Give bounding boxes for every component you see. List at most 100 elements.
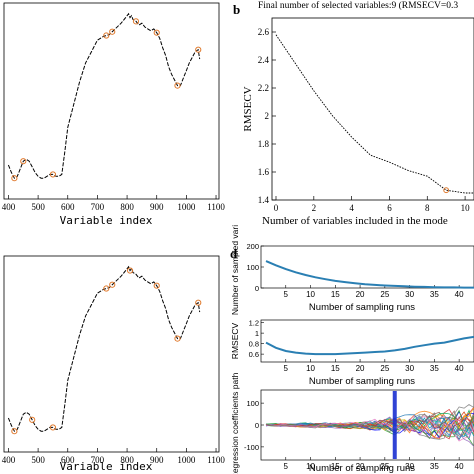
- panel-d3-x-tick-label: 25: [380, 462, 389, 471]
- panel-d1-x-tick-label: 35: [430, 290, 439, 299]
- panel-d2-ticks: 5 10 15 20 25 30 35 40 0.60.8 11.2: [249, 319, 465, 373]
- panel-c-x-tick-label: 400: [2, 455, 16, 465]
- panel-d3-y-tick-label: -100: [244, 443, 259, 452]
- panel-d1-sampled-variables-line: [265, 260, 474, 289]
- panel-c-selected-point: [153, 282, 160, 289]
- panel-d2-x-tick-label: 5: [284, 364, 289, 373]
- panel-d3-y-tick-label: 100: [246, 399, 259, 408]
- panel-d3-y-tick-label: 0: [255, 421, 259, 430]
- panel-c-x-tick-label: 700: [91, 455, 105, 465]
- panel-a-selected-point: [49, 171, 57, 178]
- panel-c-x-ticks: 400 500 600 700 800 900 1000 1100: [2, 448, 225, 465]
- panel-b-y-ticks: 1.4 1.6 1.8 2 2.2 2.4 2.6: [258, 27, 276, 205]
- panel-d1-x-tick-label: 25: [380, 290, 389, 299]
- panel-d1-x-axis-label: Number of sampling runs: [309, 302, 415, 313]
- panel-c-x-tick-label: 800: [120, 455, 134, 465]
- panel-b-x-tick-label: 0: [274, 203, 279, 213]
- panel-b-letter: b: [233, 2, 240, 17]
- panel-a-selected-point: [174, 82, 181, 89]
- panel-b-frame: [271, 17, 474, 201]
- panel-a-x-tick-label: 700: [91, 202, 105, 212]
- panel-d2-x-tick-label: 35: [430, 364, 439, 373]
- panel-a-x-tick-label: 400: [2, 202, 16, 212]
- panel-d2-y-axis-label: RMSECV: [230, 322, 240, 359]
- panel-d3-x-tick-label: 40: [455, 462, 464, 471]
- panel-d1-y-axis-label: Number of sampled vari: [230, 225, 240, 315]
- panel-d3-x-tick-label: 35: [430, 462, 439, 471]
- panel-a-selected-point: [109, 28, 116, 35]
- panel-d3-coefficient-line: [265, 415, 474, 447]
- panel-d2-x-axis-label: Number of sampling runs: [309, 376, 415, 387]
- panel-d2-y-tick-label: 1: [255, 329, 259, 338]
- panel-c-x-tick-label: 600: [61, 455, 75, 465]
- panel-c-spectrum-line: [7, 265, 201, 432]
- panel-a-x-ticks: 400 500 600 700 800 900 1000 1100: [2, 195, 225, 212]
- panel-a-x-tick-label: 1100: [207, 202, 225, 212]
- panel-d2-y-tick-label: 1.2: [249, 319, 259, 328]
- panel-a-selected-point: [132, 18, 140, 25]
- panel-d1-x-tick-label: 30: [405, 290, 414, 299]
- panel-c-selected-point: [11, 428, 18, 435]
- panel-b-y-axis-label: RMSECV: [242, 86, 254, 131]
- panel-a-x-tick-label: 1000: [177, 202, 196, 212]
- panel-d2-x-tick-label: 30: [405, 364, 414, 373]
- panel-c-selected-point: [29, 416, 36, 423]
- panel-b-rmsecv-line: [275, 34, 474, 194]
- panel-d1-y-tick-label: 200: [246, 242, 259, 251]
- panel-d3-coefficient-line: [265, 404, 474, 440]
- panel-d-letter: d: [230, 246, 238, 261]
- panel-d2-rmsecv-line: [265, 335, 474, 356]
- panel-c-frame: [3, 255, 220, 453]
- panel-d1-frame: [260, 245, 474, 289]
- panel-a-spectrum-line: [7, 12, 201, 179]
- panel-a-selected-point: [153, 29, 160, 36]
- panel-b-marker: [443, 187, 450, 194]
- panel-c-x-axis-label: Variable index: [60, 460, 153, 473]
- panel-b-x-tick-label: 6: [387, 203, 392, 213]
- panel-b-selected-point: [443, 187, 450, 194]
- panel-b-y-tick-label: 2.4: [258, 55, 270, 65]
- panel-b-x-ticks: 0 2 4 6 8 10: [274, 196, 470, 213]
- panel-b: b Final number of selected variables:9 (…: [233, 0, 474, 227]
- panel-d2-y-tick-label: 0.8: [249, 340, 259, 349]
- panel-d3-x-tick-label: 20: [356, 462, 365, 471]
- panel-d1-x-tick-label: 15: [331, 290, 340, 299]
- panel-d1-y-tick-label: 0: [255, 284, 259, 293]
- panel-b-title: Final number of selected variables:9 (RM…: [258, 0, 458, 11]
- panel-d1-x-tick-label: 40: [455, 290, 464, 299]
- panel-d1-x-tick-label: 5: [284, 290, 289, 299]
- panel-d3-coefficient-paths: [265, 404, 474, 447]
- panel-d2-x-tick-label: 25: [380, 364, 389, 373]
- panel-d1-y-tick-label: 100: [246, 263, 259, 272]
- panel-d1-ticks: 5 10 15 20 25 30 35 40 0 100 200: [246, 242, 464, 299]
- panel-d2-y-tick-label: 0.6: [249, 350, 259, 359]
- panel-d2-x-tick-label: 20: [356, 364, 365, 373]
- panel-d2-frame: [260, 319, 474, 363]
- panel-b-x-tick-label: 4: [349, 203, 354, 213]
- panel-d3-x-axis-label: Number of sampling runs: [309, 463, 415, 474]
- panel-b-x-tick-label: 10: [461, 203, 471, 213]
- panel-c-x-tick-label: 1100: [207, 455, 225, 465]
- panel-a-selected-markers: [11, 18, 202, 182]
- panel-d2-x-tick-label: 10: [306, 364, 315, 373]
- panel-c-selected-markers: [11, 267, 202, 435]
- panel-b-y-tick-label: 2: [265, 111, 270, 121]
- panel-a-frame: [3, 2, 220, 200]
- panel-d2-x-tick-label: 40: [455, 364, 464, 373]
- panel-c-selected-point: [49, 424, 57, 431]
- panel-d1-x-tick-label: 10: [306, 290, 315, 299]
- panel-d3-y-axis-label: Regression coefficients path: [230, 372, 240, 474]
- panel-a-x-tick-label: 600: [61, 202, 75, 212]
- panel-c-x-tick-label: 1000: [177, 455, 196, 465]
- panel-c-selected-point: [174, 335, 181, 342]
- panel-d1-x-tick-label: 20: [356, 290, 365, 299]
- panel-d2-x-tick-label: 15: [331, 364, 340, 373]
- panel-d3-ticks: 5 10 15 20 25 30 35 40 -100 0 100: [244, 399, 464, 471]
- panel-c-selected-point: [103, 285, 110, 292]
- panel-a-x-tick-label: 900: [150, 202, 164, 212]
- panel-d3-x-tick-label: 15: [331, 462, 340, 471]
- panel-b-y-tick-label: 2.6: [258, 27, 270, 37]
- panel-d3-x-tick-label: 5: [284, 462, 289, 471]
